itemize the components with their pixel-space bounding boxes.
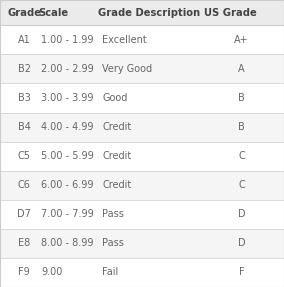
- Text: 6.00 - 6.99: 6.00 - 6.99: [41, 180, 94, 190]
- Text: C6: C6: [18, 180, 31, 190]
- Text: D: D: [238, 238, 245, 248]
- Text: Scale: Scale: [38, 8, 68, 18]
- Text: Credit: Credit: [102, 122, 131, 132]
- Text: Credit: Credit: [102, 180, 131, 190]
- Text: A+: A+: [234, 35, 249, 45]
- Text: 2.00 - 2.99: 2.00 - 2.99: [41, 64, 94, 74]
- Text: 4.00 - 4.99: 4.00 - 4.99: [41, 122, 94, 132]
- Text: 7.00 - 7.99: 7.00 - 7.99: [41, 209, 94, 219]
- Text: B3: B3: [18, 93, 31, 103]
- Text: Good: Good: [102, 93, 128, 103]
- Text: B4: B4: [18, 122, 31, 132]
- Text: 3.00 - 3.99: 3.00 - 3.99: [41, 93, 94, 103]
- Text: Fail: Fail: [102, 267, 118, 278]
- Text: C5: C5: [18, 151, 31, 161]
- Text: Pass: Pass: [102, 209, 124, 219]
- Text: Very Good: Very Good: [102, 64, 152, 74]
- Text: Credit: Credit: [102, 151, 131, 161]
- Bar: [0, 200, 284, 229]
- Text: F: F: [239, 267, 244, 278]
- Text: 1.00 - 1.99: 1.00 - 1.99: [41, 35, 94, 45]
- Bar: [0, 171, 284, 200]
- Text: Grade Description: Grade Description: [98, 8, 200, 18]
- Text: 5.00 - 5.99: 5.00 - 5.99: [41, 151, 94, 161]
- Bar: [0, 229, 284, 258]
- Text: F9: F9: [18, 267, 30, 278]
- Text: D: D: [238, 209, 245, 219]
- Bar: [0, 113, 284, 141]
- Text: A: A: [238, 64, 245, 74]
- Text: E8: E8: [18, 238, 30, 248]
- Bar: [0, 25, 284, 54]
- Text: Pass: Pass: [102, 238, 124, 248]
- Text: C: C: [238, 151, 245, 161]
- Text: A1: A1: [18, 35, 30, 45]
- Text: B2: B2: [18, 64, 31, 74]
- Text: C: C: [238, 180, 245, 190]
- Bar: [0, 258, 284, 287]
- Text: Grade: Grade: [7, 8, 41, 18]
- Text: 8.00 - 8.99: 8.00 - 8.99: [41, 238, 94, 248]
- Text: Excellent: Excellent: [102, 35, 147, 45]
- Bar: [0, 54, 284, 84]
- Text: B: B: [238, 93, 245, 103]
- Bar: [0, 141, 284, 171]
- Bar: [0, 0, 284, 25]
- Text: D7: D7: [17, 209, 31, 219]
- Text: B: B: [238, 122, 245, 132]
- Bar: [0, 84, 284, 113]
- Text: 9.00: 9.00: [41, 267, 62, 278]
- Text: US Grade: US Grade: [204, 8, 257, 18]
